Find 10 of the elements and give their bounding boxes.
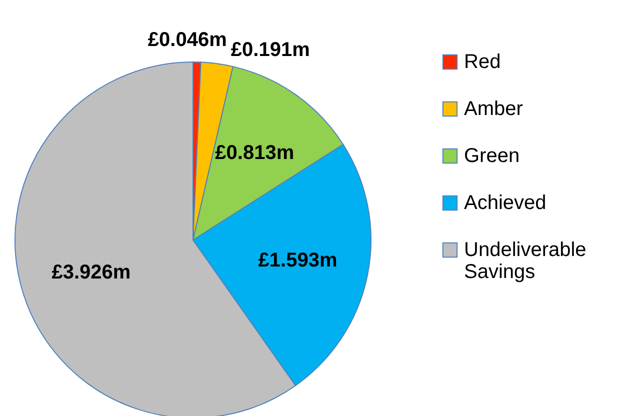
legend-label: Red: [464, 51, 501, 73]
legend-label: Achieved: [464, 192, 546, 214]
data-label: £0.813m: [215, 142, 294, 164]
legend-label: Green: [464, 145, 520, 167]
legend-label: Amber: [464, 98, 524, 120]
data-label: £1.593m: [258, 250, 338, 272]
data-label: £3.926m: [52, 261, 131, 284]
data-label: £0.191m: [230, 38, 310, 61]
data-label: £0.046m: [148, 29, 227, 52]
legend-label: Undeliverable Savings: [464, 239, 586, 283]
